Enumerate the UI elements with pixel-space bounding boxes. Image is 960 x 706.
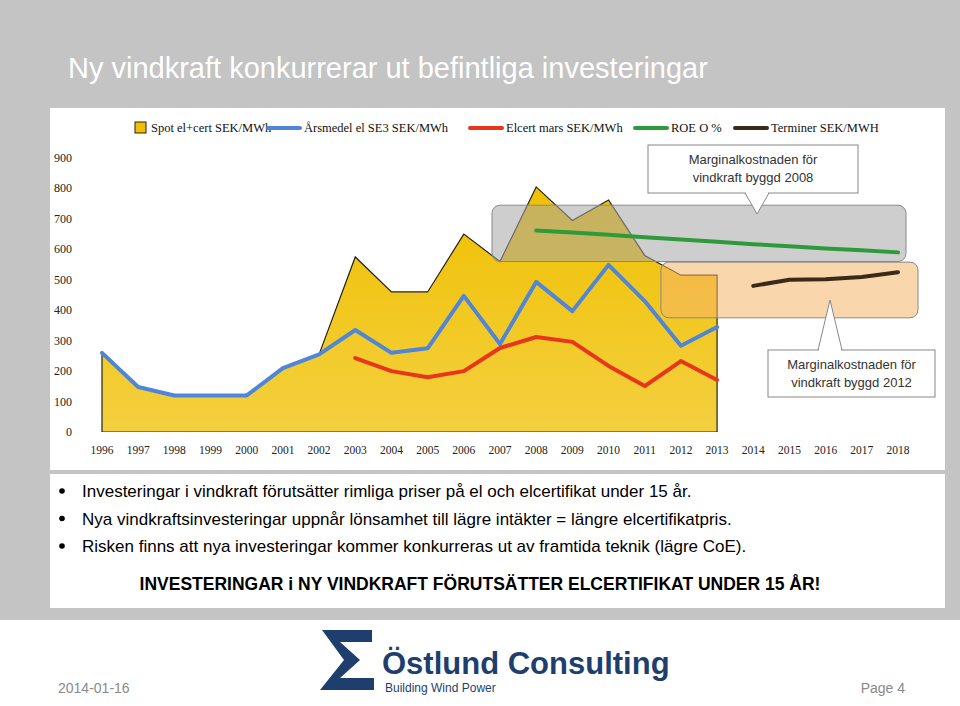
y-tick-label: 0 — [66, 425, 72, 439]
x-tick-label: 2005 — [416, 444, 439, 456]
x-tick-label: 2013 — [706, 444, 729, 456]
x-tick-label: 2007 — [489, 444, 512, 456]
bullet-text: Nya vindkraftsinvesteringar uppnår lönsa… — [82, 510, 732, 529]
legend-swatch — [135, 122, 146, 133]
x-tick-label: 2016 — [814, 444, 837, 456]
x-tick-label: 1997 — [127, 444, 150, 456]
x-tick-label: 2015 — [778, 444, 801, 456]
legend-swatch — [735, 126, 767, 130]
callout-join — [819, 349, 841, 351]
x-tick-label: 2001 — [271, 444, 294, 456]
callout-text: Marginalkostnaden för — [689, 152, 818, 167]
legend-label: Elcert mars SEK/MWh — [506, 121, 623, 135]
x-tick-label: 2011 — [633, 444, 656, 456]
line-series — [536, 230, 898, 252]
title: Ny vindkraft konkurrerar ut befintliga i… — [68, 52, 708, 84]
line-series — [355, 337, 717, 386]
y-tick-label: 600 — [54, 242, 72, 256]
slide: Ny vindkraft konkurrerar ut befintliga i… — [0, 0, 960, 706]
x-tick-label: 1996 — [91, 444, 114, 456]
x-tick-label: 2000 — [235, 444, 258, 456]
y-tick-label: 300 — [54, 334, 72, 348]
callout-pointer — [818, 300, 842, 350]
legend-label: Terminer SEK/MWH — [771, 121, 879, 135]
x-tick-label: 2018 — [887, 444, 910, 456]
y-tick-label: 500 — [54, 273, 72, 287]
callout-text: Marginalkostnaden för — [787, 357, 916, 372]
x-tick-label: 2006 — [452, 444, 475, 456]
legend-swatch — [635, 126, 667, 130]
x-tick-label: 1999 — [199, 444, 222, 456]
cost-band — [492, 205, 906, 261]
slide-frame — [0, 0, 960, 620]
footer-bg — [0, 620, 960, 706]
callout-box — [648, 145, 858, 193]
x-tick-label: 1998 — [163, 444, 186, 456]
logo-name: Östlund Consulting — [382, 646, 670, 681]
conclusion: INVESTERINGAR i NY VINDKRAFT FÖRUTSÄTTER… — [140, 574, 821, 594]
logo-sigma — [320, 630, 374, 690]
callout-text: vindkraft byggd 2008 — [693, 170, 814, 185]
x-tick-label: 2004 — [380, 444, 403, 456]
bullet-text: Risken finns att nya investeringar komme… — [82, 537, 746, 556]
line-series — [102, 265, 717, 396]
legend-label: Spot el+cert SEK/MWh — [151, 121, 272, 135]
x-tick-label: 2017 — [850, 444, 873, 456]
x-tick-label: 2008 — [525, 444, 548, 456]
y-tick-label: 200 — [54, 364, 72, 378]
line-series — [753, 272, 898, 286]
text-panel — [50, 474, 945, 608]
logo-tagline: Building Wind Power — [385, 681, 496, 695]
bullet-dot — [59, 516, 65, 522]
callout-pointer — [745, 193, 769, 214]
y-tick-label: 700 — [54, 212, 72, 226]
legend-swatch — [470, 126, 502, 130]
bullet-dot — [59, 488, 65, 494]
cost-band — [661, 262, 918, 318]
x-tick-label: 2014 — [742, 444, 765, 456]
legend-swatch — [268, 126, 300, 130]
date: 2014-01-16 — [58, 680, 130, 696]
bullet-text: Investeringar i vindkraft förutsätter ri… — [82, 482, 691, 501]
bullet-dot — [59, 543, 65, 549]
x-tick-label: 2012 — [669, 444, 692, 456]
y-tick-label: 800 — [54, 181, 72, 195]
y-tick-label: 900 — [54, 151, 72, 165]
chart-panel — [50, 108, 945, 470]
callout-text: vindkraft byggd 2012 — [791, 375, 912, 390]
x-tick-label: 2009 — [561, 444, 584, 456]
legend-label: ROE O % — [671, 121, 722, 135]
callout-box — [768, 350, 935, 397]
callout-join — [746, 192, 768, 194]
page-number: Page 4 — [861, 680, 906, 696]
legend-label: Årsmedel el SE3 SEK/MWh — [304, 121, 449, 135]
y-tick-label: 100 — [54, 395, 72, 409]
x-tick-label: 2002 — [308, 444, 331, 456]
x-tick-label: 2010 — [597, 444, 620, 456]
y-tick-label: 400 — [54, 303, 72, 317]
x-tick-label: 2003 — [344, 444, 367, 456]
